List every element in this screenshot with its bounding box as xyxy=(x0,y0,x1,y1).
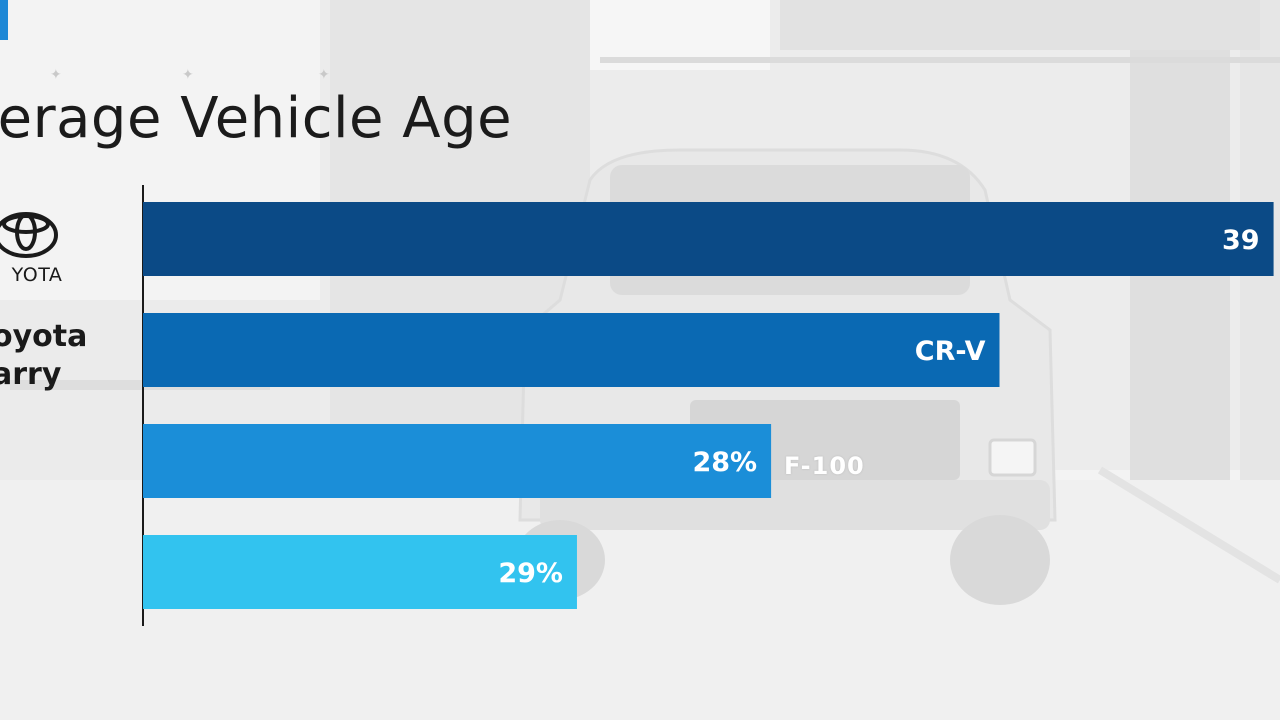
bar-2-label: CR-V xyxy=(915,336,986,367)
bar-3-label: 28% xyxy=(692,447,757,478)
bar-4 xyxy=(143,535,577,609)
accent-tab xyxy=(0,0,8,40)
sparkle-decoration: ✦ xyxy=(182,66,194,82)
bar-3 xyxy=(143,424,772,498)
category-label: oyota arry xyxy=(0,319,88,392)
bar-2 xyxy=(143,313,1000,387)
bar-1-label: 39 xyxy=(1222,225,1260,256)
sparkle-decoration: ✦ xyxy=(318,66,330,82)
toyota-logo-icon xyxy=(0,212,58,258)
license-plate-text: F-100 xyxy=(784,452,865,480)
chart-title: verage Vehicle Age xyxy=(0,86,513,151)
bar-4-label: 29% xyxy=(498,558,563,589)
sparkle-decoration: ✦ xyxy=(50,66,62,82)
bar-1 xyxy=(143,202,1274,276)
logo-wordmark: YOTA xyxy=(11,264,63,286)
